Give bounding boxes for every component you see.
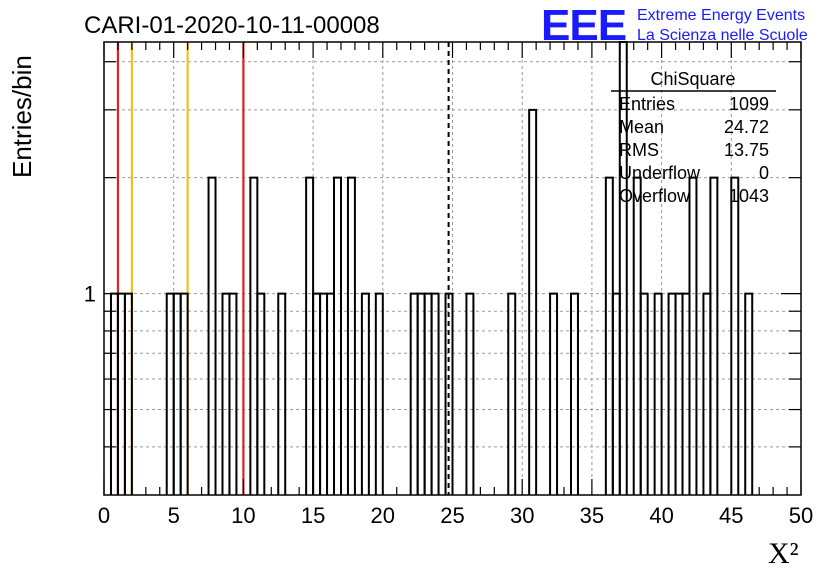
histogram-bin bbox=[172, 292, 182, 495]
histogram-bin bbox=[549, 292, 559, 495]
histogram-bin bbox=[207, 176, 217, 495]
histogram-bin bbox=[674, 292, 684, 495]
histogram-bin bbox=[667, 292, 677, 495]
histogram-bin bbox=[632, 176, 642, 495]
histogram-bin bbox=[730, 176, 740, 495]
x-tick-label: 50 bbox=[789, 503, 813, 528]
histogram-bin bbox=[604, 176, 614, 495]
tick-labels: 0 5 10 15 20 25 30 35 40 45 50 1 bbox=[84, 282, 813, 528]
histogram-bin bbox=[249, 176, 259, 495]
histogram-bin bbox=[123, 292, 133, 495]
histogram-bin bbox=[423, 292, 433, 495]
histogram-bin bbox=[360, 292, 370, 495]
x-tick-label: 25 bbox=[440, 503, 464, 528]
histogram-bin bbox=[681, 292, 691, 495]
stat-value-entries: 1099 bbox=[729, 94, 769, 114]
stats-box: ChiSquare Entries 1099 Mean 24.72 RMS 13… bbox=[611, 69, 776, 206]
stat-label-mean: Mean bbox=[619, 117, 664, 137]
x-tick-label: 40 bbox=[649, 503, 673, 528]
logo-line-1: Extreme Energy Events bbox=[637, 7, 805, 24]
stat-label-entries: Entries bbox=[619, 94, 675, 114]
histogram-bin bbox=[374, 292, 384, 495]
histogram-bin bbox=[221, 292, 231, 495]
histogram-bin bbox=[326, 292, 336, 495]
histogram-bin bbox=[744, 292, 754, 495]
histogram-bin bbox=[611, 292, 621, 495]
histogram-bin bbox=[277, 292, 287, 495]
histogram-bin bbox=[416, 292, 426, 495]
x-tick-label: 10 bbox=[231, 503, 255, 528]
logo-mark: EEE bbox=[541, 1, 626, 50]
x-tick-label: 45 bbox=[719, 503, 743, 528]
histogram-bin bbox=[688, 176, 698, 495]
histogram-bin bbox=[709, 176, 719, 495]
histogram-bin bbox=[179, 292, 189, 495]
x-axis-label: X² bbox=[768, 537, 799, 570]
histogram-bin bbox=[165, 292, 175, 495]
x-tick-label: 0 bbox=[98, 503, 110, 528]
x-tick-label: 35 bbox=[580, 503, 604, 528]
y-tick-label: 1 bbox=[84, 282, 96, 307]
histogram-bin bbox=[507, 292, 517, 495]
x-tick-label: 30 bbox=[510, 503, 534, 528]
histogram-bin bbox=[702, 292, 712, 495]
histogram-bin bbox=[639, 292, 649, 495]
stat-value-rms: 13.75 bbox=[724, 140, 769, 160]
x-tick-label: 5 bbox=[168, 503, 180, 528]
histogram-bin bbox=[653, 292, 663, 495]
histogram-bin bbox=[256, 292, 266, 495]
stats-title: ChiSquare bbox=[650, 69, 735, 89]
stat-value-overflow: 1043 bbox=[729, 186, 769, 206]
eee-logo: EEE Extreme Energy Events La Scienza nel… bbox=[541, 1, 808, 50]
histogram-bin bbox=[569, 292, 579, 495]
logo-line-2: La Scienza nelle Scuole bbox=[637, 27, 808, 44]
stat-label-overflow: Overflow bbox=[619, 186, 691, 206]
x-tick-label: 15 bbox=[301, 503, 325, 528]
histogram-bin bbox=[346, 176, 356, 495]
histogram-bin bbox=[409, 292, 419, 495]
histogram-bin bbox=[319, 292, 329, 495]
stat-label-underflow: Underflow bbox=[619, 163, 701, 183]
y-axis-label: Entries/bin bbox=[7, 55, 37, 178]
axis-ticks bbox=[103, 42, 802, 495]
histogram-bin bbox=[465, 292, 475, 495]
histogram-bin bbox=[228, 292, 238, 495]
histogram-bin bbox=[444, 292, 454, 495]
chart-title: CARI-01-2020-10-11-00008 bbox=[84, 12, 380, 39]
histogram-bin bbox=[305, 176, 315, 495]
histogram-series bbox=[109, 41, 754, 495]
histogram-bin bbox=[312, 292, 322, 495]
stat-value-underflow: 0 bbox=[759, 163, 769, 183]
stat-value-mean: 24.72 bbox=[724, 117, 769, 137]
x-tick-label: 20 bbox=[371, 503, 395, 528]
histogram-bin bbox=[333, 176, 342, 495]
stat-label-rms: RMS bbox=[619, 140, 659, 160]
histogram-bin bbox=[528, 108, 538, 495]
histogram-bin bbox=[430, 292, 440, 495]
